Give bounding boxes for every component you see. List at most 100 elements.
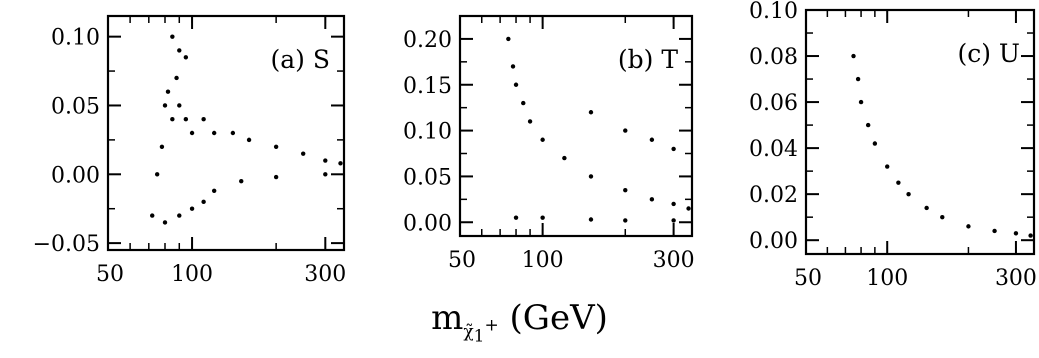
- panel-s: 50 100 300 −0.05 0.00 0.05 0.10 (a) S: [33, 14, 346, 287]
- x-axis-label-base: m: [431, 298, 464, 338]
- scatter-point: [506, 36, 511, 42]
- scatter-point: [896, 180, 901, 185]
- scatter-point: [510, 64, 516, 69]
- scatter-point: [183, 55, 189, 60]
- scatter-point: [239, 178, 244, 184]
- scatter-point: [671, 201, 676, 207]
- x-axis-label-subscript: χ̃: [463, 321, 474, 342]
- x-tick-label: 50: [794, 266, 822, 291]
- scatter-point: [858, 99, 864, 105]
- scatter-point: [686, 206, 691, 211]
- scatter-points-s: [150, 34, 343, 225]
- scatter-point: [623, 128, 628, 133]
- x-tick-label: 50: [448, 248, 476, 273]
- plot-frame-t: [458, 14, 694, 238]
- scatter-point: [150, 213, 155, 218]
- x-axis-label-superscript: +: [484, 315, 499, 336]
- scatter-point: [170, 117, 175, 122]
- scatter-point: [906, 191, 911, 197]
- scatter-point: [162, 103, 168, 108]
- panel-label-u: (c) U: [957, 39, 1020, 68]
- scatter-point: [201, 199, 206, 205]
- scatter-point: [338, 161, 343, 166]
- scatter-point: [211, 188, 217, 194]
- scatter-point: [159, 144, 165, 149]
- y-tick-label: −0.05: [33, 232, 100, 257]
- y-tick-label: 0.00: [403, 211, 452, 236]
- scatter-point: [177, 48, 182, 53]
- x-tick-label: 100: [522, 248, 564, 273]
- scatter-point: [521, 100, 526, 106]
- scatter-point: [177, 213, 182, 218]
- x-tick-label: 300: [995, 266, 1037, 291]
- y-tick-label: 0.10: [403, 120, 452, 145]
- y-tick-label: 0.10: [749, 0, 798, 24]
- x-axis-label: mχ̃1+ (GeV): [0, 298, 1039, 346]
- scatter-point: [1013, 231, 1019, 236]
- y-tick-label: 0.02: [749, 183, 798, 208]
- scatter-point: [300, 151, 306, 156]
- scatter-point: [992, 228, 997, 234]
- y-tick-label: 0.00: [51, 163, 100, 188]
- scatter-point: [588, 110, 594, 115]
- scatter-point: [154, 172, 160, 177]
- scatter-point: [165, 89, 171, 94]
- scatter-point: [513, 82, 519, 87]
- scatter-point: [885, 164, 890, 169]
- scatter-point: [177, 103, 182, 108]
- scatter-point: [1028, 233, 1033, 238]
- x-axis-label-unit: (GeV): [509, 298, 608, 338]
- scatter-point: [872, 141, 878, 146]
- scatter-point: [649, 197, 655, 202]
- y-tick-label: 0.10: [51, 26, 100, 51]
- scatter-point: [189, 206, 195, 211]
- scatter-point: [540, 215, 545, 220]
- y-tick-label: 0.08: [749, 45, 798, 70]
- plot-frame-u: [804, 8, 1036, 256]
- panel-u: 50 100 300 0.00 0.02 0.04 0.06 0.08 0.10 (c) U: [749, 0, 1037, 291]
- scatter-point: [323, 172, 328, 177]
- scatter-point: [865, 122, 871, 128]
- x-tick-label: 300: [653, 248, 695, 273]
- panel-label-s: (a) S: [271, 45, 331, 74]
- scatter-point: [623, 187, 628, 193]
- scatter-point: [924, 205, 929, 211]
- scatter-point: [540, 137, 545, 142]
- scatter-point: [671, 218, 676, 223]
- scatter-point: [183, 117, 189, 122]
- x-tick-label: 300: [304, 262, 346, 287]
- y-tick-label: 0.00: [749, 229, 798, 254]
- scatter-point: [201, 117, 206, 122]
- panel-t: 50 100 300 0.00 0.05 0.10 0.15 0.20 (b) T: [403, 14, 695, 273]
- y-tick-label: 0.15: [403, 74, 452, 99]
- scatter-point: [527, 119, 533, 124]
- y-tick-label: 0.06: [749, 91, 798, 116]
- x-tick-label: 50: [96, 262, 124, 287]
- scatter-point: [170, 34, 175, 39]
- scatter-point: [273, 144, 279, 149]
- scatter-point: [562, 155, 567, 161]
- scatter-point: [588, 174, 594, 179]
- scatter-point: [246, 137, 252, 143]
- scatter-point: [323, 158, 328, 163]
- scatter-point: [513, 215, 519, 220]
- scatter-point: [211, 130, 217, 136]
- y-tick-label: 0.05: [51, 94, 100, 119]
- x-tick-label: 100: [866, 266, 908, 291]
- scatter-point: [940, 214, 945, 220]
- scatter-point: [671, 146, 676, 152]
- scatter-point: [966, 224, 971, 229]
- scatter-point: [851, 53, 856, 59]
- scatter-point: [189, 130, 195, 136]
- panel-label-t: (b) T: [618, 45, 678, 74]
- x-tick-label: 100: [171, 262, 213, 287]
- x-axis-label-subsubscript: 1: [473, 326, 485, 347]
- y-tick-label: 0.04: [749, 137, 798, 162]
- scatter-point: [230, 130, 236, 136]
- scatter-point: [855, 76, 861, 82]
- scatter-point: [623, 218, 628, 223]
- y-tick-label: 0.05: [403, 165, 452, 190]
- scatter-point: [162, 220, 168, 225]
- scatter-point: [588, 217, 594, 222]
